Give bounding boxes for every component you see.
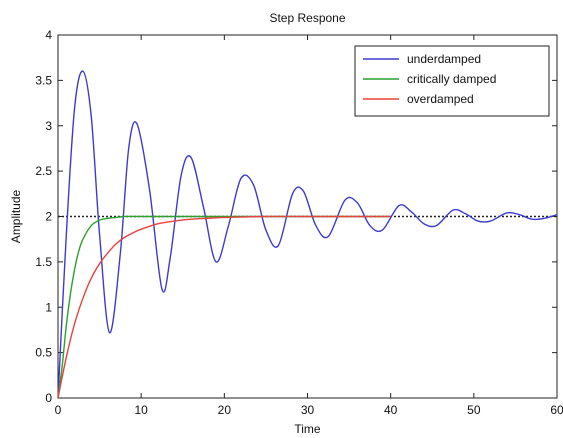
y-tick-label: 0: [45, 391, 52, 405]
legend-label-underdamped: underdamped: [407, 52, 481, 66]
series-line-underdamped: [57, 70, 558, 399]
legend: underdamped critically damped overdamped: [354, 45, 550, 117]
legend-label-critically-damped: critically damped: [407, 72, 496, 86]
legend-box: [354, 45, 550, 117]
chart-title: Step Respone: [269, 11, 345, 25]
legend-label-overdamped: overdamped: [407, 92, 474, 106]
x-axis-label: Time: [294, 422, 321, 436]
y-tick-label: 3.5: [35, 73, 52, 87]
y-tick-label: 2: [45, 210, 52, 224]
y-tick-label: 1.5: [35, 255, 52, 269]
series-line-overdamped: [57, 215, 391, 399]
x-tick-label: 0: [55, 403, 62, 417]
y-tick-label: 3: [45, 119, 52, 133]
x-tick-label: 60: [550, 403, 563, 417]
x-tick-label: 40: [384, 403, 398, 417]
y-tick-label: 1: [45, 300, 52, 314]
x-tick-label: 10: [134, 403, 148, 417]
y-axis-label: Amplitude: [9, 190, 23, 244]
y-tick-label: 2.5: [35, 164, 52, 178]
x-tick-label: 20: [218, 403, 232, 417]
y-tick-label: 4: [45, 28, 52, 42]
x-tick-label: 30: [301, 403, 315, 417]
y-tick-label: 0.5: [35, 346, 52, 360]
x-tick-label: 50: [467, 403, 481, 417]
